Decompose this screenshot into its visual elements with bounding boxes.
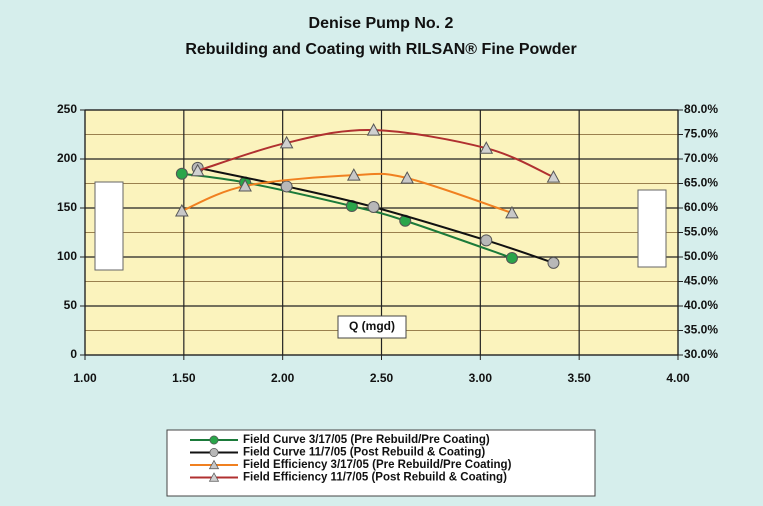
y2-tick-label: 55.0% xyxy=(684,225,718,239)
x-tick-label: 2.00 xyxy=(271,371,295,385)
y2-tick-label: 35.0% xyxy=(684,323,718,337)
legend-marker xyxy=(208,459,220,470)
marker xyxy=(400,171,415,184)
annotation: Q (mgd) xyxy=(349,319,395,333)
marker xyxy=(367,201,380,214)
annotation-box xyxy=(337,315,407,339)
x-tick-label: 4.00 xyxy=(666,371,690,385)
marker xyxy=(505,251,518,264)
y2-tick-label: 65.0% xyxy=(684,176,718,190)
y-tick-label: 200 xyxy=(57,151,77,165)
legend xyxy=(166,429,596,497)
legend-marker xyxy=(209,435,219,445)
marker xyxy=(366,123,381,136)
marker xyxy=(505,205,519,219)
marker xyxy=(279,135,294,149)
y2-tick-label: 75.0% xyxy=(684,127,718,141)
y2-tick-label: 40.0% xyxy=(684,298,718,312)
chart-subtitle: Rebuilding and Coating with RILSAN® Fine… xyxy=(185,41,576,58)
y-tick-label: 250 xyxy=(57,102,77,116)
x-tick-label: 2.50 xyxy=(370,371,394,385)
marker xyxy=(346,168,361,181)
x-tick-label: 1.00 xyxy=(73,371,97,385)
y2-tick-label: 30.0% xyxy=(684,347,718,361)
marker xyxy=(480,234,493,247)
chart-title: Denise Pump No. 2 xyxy=(309,15,454,32)
label-box xyxy=(637,189,667,268)
marker xyxy=(547,256,560,269)
y2-tick-label: 60.0% xyxy=(684,200,718,214)
marker xyxy=(546,170,561,183)
marker xyxy=(190,163,205,177)
marker xyxy=(175,167,188,180)
y-tick-label: 0 xyxy=(70,347,77,361)
legend-label: Field Curve 11/7/05 (Post Rebuild & Coat… xyxy=(243,447,485,459)
x-tick-label: 1.50 xyxy=(172,371,196,385)
legend-marker xyxy=(208,472,220,482)
y2-tick-label: 45.0% xyxy=(684,274,718,288)
y2-tick-label: 70.0% xyxy=(684,151,718,165)
marker xyxy=(238,178,252,192)
marker xyxy=(479,141,494,154)
x-tick-label: 3.50 xyxy=(567,371,591,385)
y2-tick-label: 80.0% xyxy=(684,102,718,116)
marker xyxy=(175,203,189,217)
legend-marker xyxy=(209,448,219,457)
y-tick-label: 150 xyxy=(57,200,77,214)
y-tick-label: 50 xyxy=(64,298,78,312)
x-tick-label: 3.00 xyxy=(469,371,493,385)
legend-label: Field Efficiency 3/17/05 (Pre Rebuild/Pr… xyxy=(243,459,512,471)
y-tick-label: 100 xyxy=(57,249,77,263)
label-box xyxy=(94,181,124,271)
legend-label: Field Efficiency 11/7/05 (Post Rebuild &… xyxy=(243,472,507,484)
legend-label: Field Curve 3/17/05 (Pre Rebuild/Pre Coa… xyxy=(243,434,490,446)
marker xyxy=(280,180,293,193)
y2-tick-label: 50.0% xyxy=(684,249,718,263)
